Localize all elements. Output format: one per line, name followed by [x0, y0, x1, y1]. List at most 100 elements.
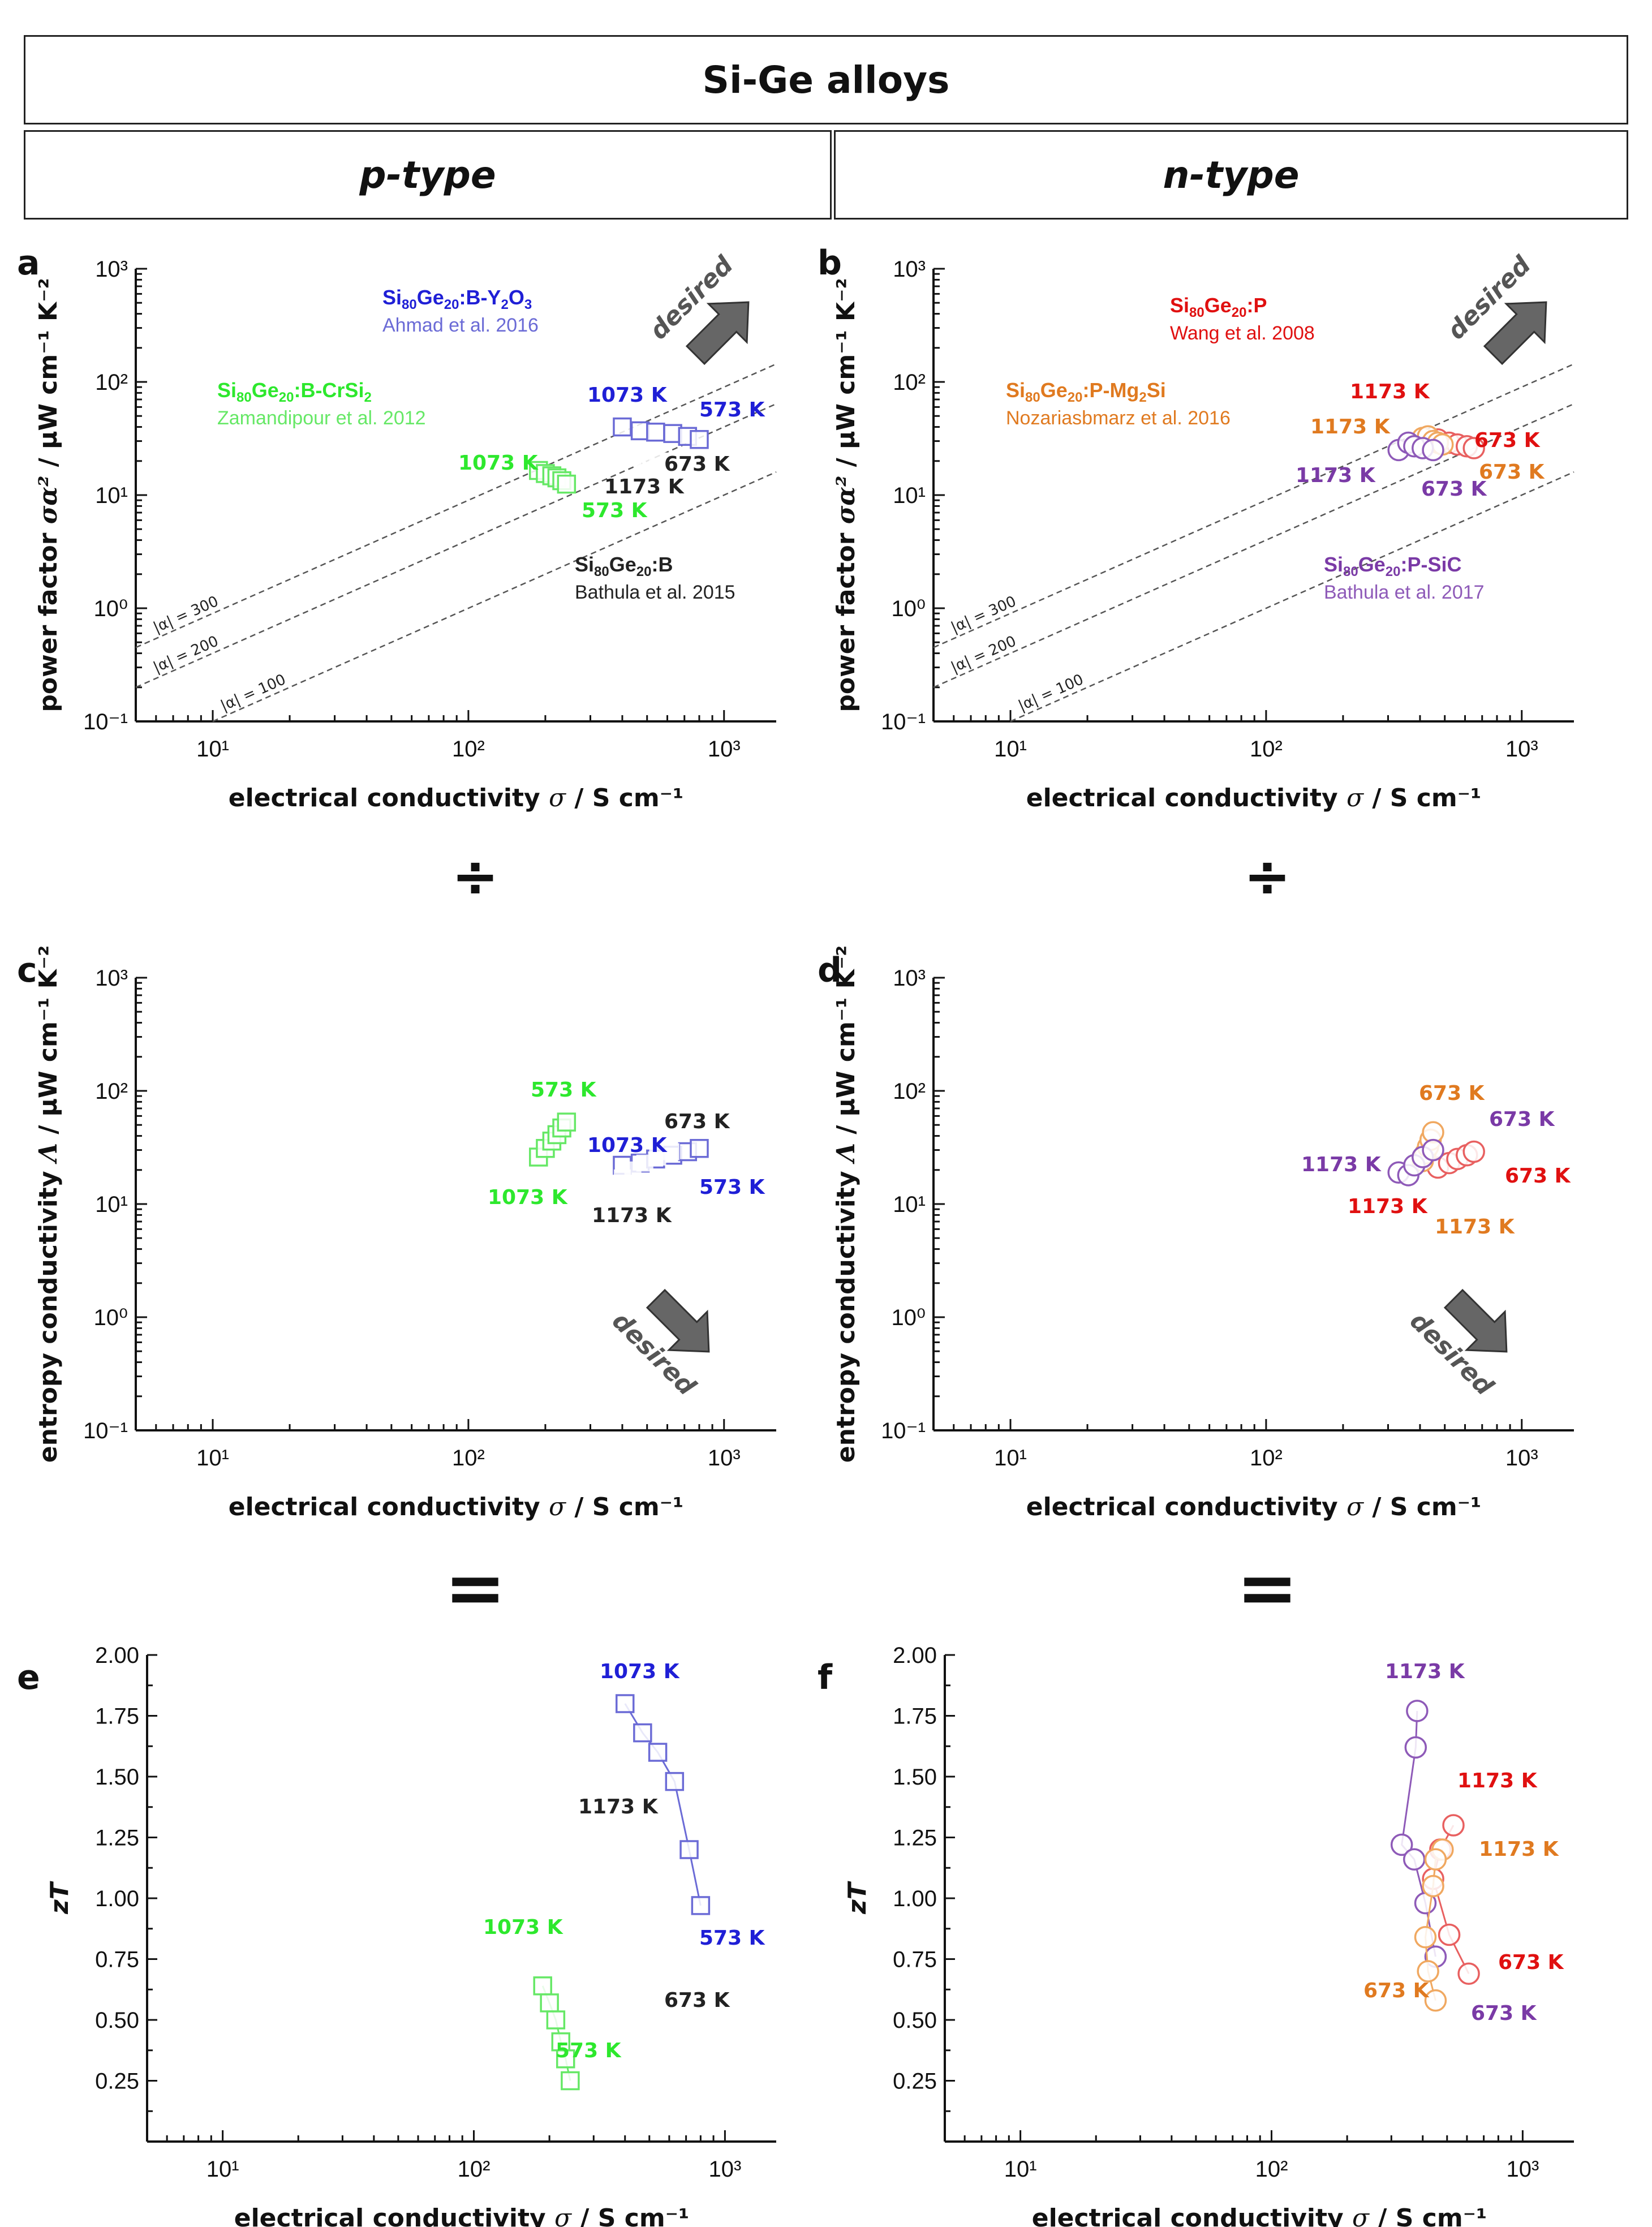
temperature-label: 1173 K	[578, 1795, 659, 1818]
x-axis-title-symbol: σ	[549, 1493, 567, 1521]
legend-subscript: 80	[1343, 564, 1358, 579]
data-point	[664, 1977, 682, 1994]
series-purple	[1387, 431, 1444, 462]
temperature-label: 573 K	[699, 398, 765, 422]
y-axis-title-unit: / μW cm⁻¹ K⁻²	[832, 945, 861, 1143]
data-point	[646, 422, 665, 442]
legend-formula-part: Ge	[252, 379, 279, 402]
y-axis-title-symbol: σα²	[34, 476, 63, 524]
temperature-label: 1073 K	[587, 384, 668, 407]
y-axis-title-text: power factor	[34, 524, 63, 712]
legend-formula-part: :P	[1246, 294, 1267, 317]
temperature-label: 1173 K	[1296, 464, 1376, 487]
legend-subscript: 20	[444, 297, 459, 312]
x-axis-title-unit: / S cm⁻¹	[566, 784, 683, 812]
divide-operator-right: ÷	[1244, 843, 1291, 909]
y-axis-title-unit: / μW cm⁻¹ K⁻²	[832, 278, 861, 475]
legend-formula-part: Ge	[417, 286, 444, 309]
y-tick-label: 10¹	[893, 483, 926, 508]
temperature-label: 1173 K	[1301, 1153, 1382, 1176]
data-point	[662, 452, 679, 470]
legend-reference: Zamandipour et al. 2012	[217, 407, 426, 429]
x-tick-label: 10²	[1250, 737, 1283, 762]
temperature-label: 1173 K	[1348, 1195, 1428, 1218]
data-point	[1438, 1923, 1461, 1946]
x-tick-label: 10²	[458, 2157, 491, 2182]
temperature-label: 573 K	[699, 1927, 765, 1950]
y-axis-title: power factor σα² / μW cm⁻¹ K⁻²	[34, 278, 63, 712]
temperature-label: 1073 K	[458, 452, 539, 475]
x-axis-title: electrical conductivity σ / S cm⁻¹	[1026, 784, 1481, 812]
panel-c: c 10¹ 10² 10³ 10⁻¹ 10⁰ 10¹ 10² 10³ electrical con…	[17, 945, 776, 1521]
x-axis-title-text: electrical conductivity	[1032, 2204, 1352, 2227]
series-green	[529, 1112, 577, 1167]
x-axis-title-unit: / S cm⁻¹	[1369, 2204, 1487, 2227]
data-point	[616, 1694, 635, 1713]
x-tick-label: 10²	[452, 1446, 485, 1471]
data-point	[540, 1993, 559, 2013]
data-point	[1390, 1833, 1413, 1856]
y-axis-title: power factor σα² / μW cm⁻¹ K⁻²	[832, 278, 861, 712]
figure-title-box: Si-Ge alloys	[24, 35, 1628, 124]
y-tick-label: 10⁻¹	[881, 1418, 926, 1443]
equals-operator-right: =	[1236, 1545, 1298, 1631]
legend-subscript: 20	[1386, 564, 1401, 579]
legend-reference: Bathula et al. 2015	[575, 582, 735, 603]
temperature-label: 673 K	[664, 1110, 730, 1133]
y-tick-label: 10¹	[95, 483, 128, 508]
series-black	[613, 1143, 679, 1186]
y-tick-label: 10⁻¹	[83, 710, 128, 734]
y-tick-label: 10³	[893, 966, 926, 991]
y-tick-label: 10²	[893, 370, 926, 395]
y-tick-label: 10⁰	[891, 1305, 926, 1330]
temperature-label: 573 K	[556, 2039, 622, 2062]
data-point	[662, 1143, 679, 1160]
y-tick-label: 1.25	[893, 1826, 937, 1851]
data-point	[1404, 1736, 1427, 1759]
y-tick-label: 1.00	[95, 1886, 139, 1911]
temperature-label: 673 K	[1479, 461, 1545, 484]
x-axis-title-unit: / S cm⁻¹	[1363, 784, 1481, 812]
x-axis-title: electrical conductivity σ / S cm⁻¹	[1032, 2204, 1487, 2227]
x-axis-title: electrical conductivity σ / S cm⁻¹	[229, 1493, 683, 1521]
y-axis-title-text: entropy conductivity	[34, 1162, 63, 1463]
legend-subscript: 20	[1068, 390, 1083, 405]
x-tick-label: 10²	[1250, 1446, 1283, 1471]
legend-formula-part: Ge	[1358, 553, 1386, 576]
data-point	[691, 1896, 711, 1915]
panel-label-f: f	[818, 1658, 833, 1697]
x-tick-label: 10¹	[196, 1446, 229, 1471]
panel-label-e: e	[17, 1658, 40, 1697]
iso-seebeck-line	[135, 363, 777, 648]
data-point	[561, 2071, 580, 2091]
x-tick-label: 10¹	[994, 737, 1027, 762]
legend-formula-part: Si	[217, 379, 236, 402]
temperature-label: 673 K	[1498, 1951, 1564, 1974]
y-tick-label: 10³	[95, 257, 128, 282]
y-axis-title: entropy conductivity Λ / μW cm⁻¹ K⁻²	[34, 945, 63, 1463]
y-tick-label: 10⁰	[93, 1305, 128, 1330]
legend-subscript: 80	[402, 297, 417, 312]
y-tick-label: 2.00	[893, 1643, 937, 1668]
iso-seebeck-line	[135, 403, 777, 688]
data-point	[1417, 1960, 1439, 1983]
desired-arrow: desired	[1404, 1288, 1508, 1401]
data-point	[648, 1743, 668, 1762]
series-purple	[1387, 1138, 1444, 1186]
temperature-label: 1173 K	[604, 475, 685, 498]
desired-arrow-shape	[685, 301, 750, 366]
legend-subscript: 80	[594, 564, 609, 579]
x-tick-label: 10³	[708, 2157, 741, 2182]
iso-seebeck-line	[933, 363, 1574, 648]
y-axis-title: zT	[45, 1881, 74, 1915]
x-axis-title-text: electrical conductivity	[234, 2204, 554, 2227]
legend-formula: Si80Ge20:P-Mg2Si	[1006, 379, 1166, 405]
legend-formula: Si80Ge20:B-Y2O3	[382, 286, 532, 312]
x-axis-title-unit: / S cm⁻¹	[1363, 1493, 1481, 1521]
legend-formula: Si80Ge20:B	[575, 553, 673, 579]
legend-subscript: 3	[524, 297, 532, 312]
y-axis-title-unit: / μW cm⁻¹ K⁻²	[34, 945, 63, 1143]
legend-subscript: 2	[364, 390, 371, 405]
temperature-label: 1173 K	[592, 1204, 672, 1227]
